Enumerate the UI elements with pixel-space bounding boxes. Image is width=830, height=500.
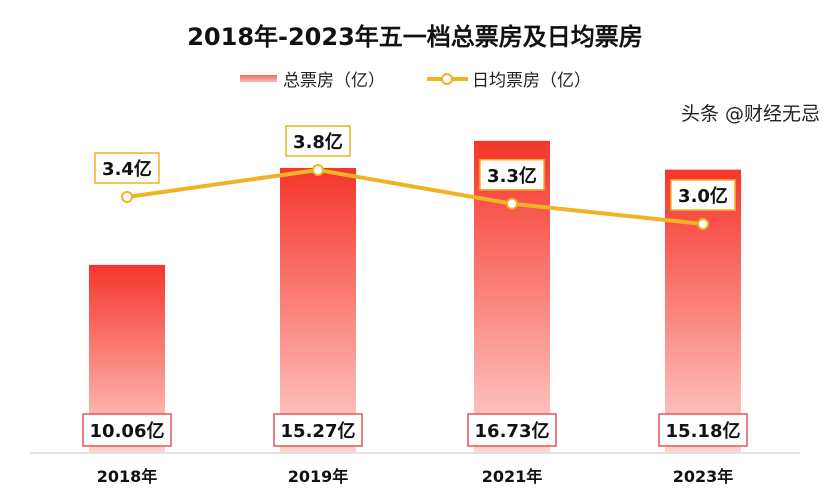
bar-label-box — [658, 413, 748, 447]
line-series — [126, 168, 704, 226]
legend-line-label: 日均票房（亿） — [472, 71, 591, 91]
x-tick-label: 2021年 — [482, 467, 543, 486]
bar — [280, 167, 356, 452]
line-label-box — [479, 159, 545, 191]
chart-title: 2018年-2023年五一档总票房及日均票房 — [187, 23, 643, 51]
legend-line-marker — [441, 73, 453, 85]
line-point — [312, 164, 324, 176]
bar — [665, 169, 741, 453]
line-value-label: 3.0亿 — [678, 185, 728, 207]
line-value-label: 3.3亿 — [487, 165, 537, 187]
line-value-label: 3.4亿 — [102, 158, 152, 180]
legend: 总票房（亿） 日均票房（亿） — [240, 71, 591, 91]
bar-label-box — [273, 413, 363, 447]
bar-value-label: 10.06亿 — [90, 420, 165, 442]
watermark: 头条 @财经无忌 — [681, 103, 820, 125]
line-point — [506, 197, 518, 210]
bar-value-label: 15.18亿 — [666, 420, 741, 442]
bar-value-label: 15.27亿 — [281, 420, 356, 442]
x-tick-label: 2023年 — [673, 467, 734, 486]
line-label-box — [670, 179, 736, 211]
line-label-box — [94, 152, 160, 184]
line-point — [697, 218, 709, 230]
bar-value-label: 16.73亿 — [475, 420, 550, 442]
bar-label-box — [82, 413, 172, 447]
legend-bar-swatch — [240, 75, 277, 82]
x-tick-label: 2019年 — [288, 467, 349, 486]
line-label-box — [285, 125, 351, 157]
legend-bar-label: 总票房（亿） — [283, 71, 385, 91]
line-value-label: 3.8亿 — [293, 131, 343, 153]
line-point — [121, 191, 133, 203]
bar-label-box — [467, 413, 557, 447]
x-tick-label: 2018年 — [97, 467, 158, 486]
bar — [474, 140, 550, 452]
